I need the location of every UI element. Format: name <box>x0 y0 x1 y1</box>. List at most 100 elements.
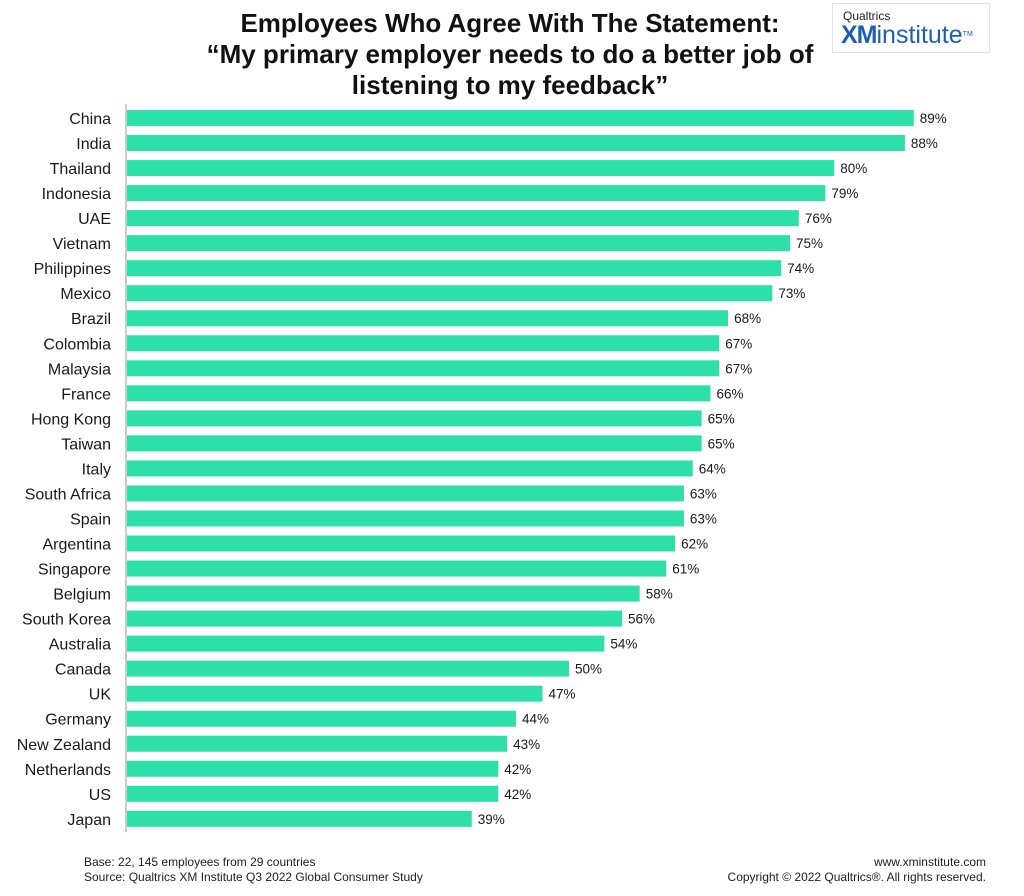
value-label: 54% <box>610 637 637 652</box>
category-label: US <box>89 787 111 804</box>
value-label: 65% <box>708 436 735 451</box>
value-label: 50% <box>575 662 602 677</box>
category-label: Argentina <box>43 537 112 554</box>
category-label: Hong Kong <box>31 411 111 428</box>
category-label: UAE <box>78 211 111 228</box>
bar <box>127 510 684 527</box>
footer-base: Base: 22, 145 employees from 29 countrie… <box>84 855 316 869</box>
category-label: South Africa <box>25 486 111 503</box>
logo-institute: institute <box>876 21 963 49</box>
footer-site: www.xminstitute.com <box>873 855 986 869</box>
bar <box>127 160 835 177</box>
value-label: 42% <box>504 762 531 777</box>
bar <box>127 185 826 202</box>
bar <box>127 385 711 402</box>
category-label: Philippines <box>34 261 111 278</box>
bar <box>127 435 702 452</box>
bar <box>127 360 720 377</box>
bar <box>127 410 702 427</box>
bar-chart: China 89% India 88% Thailand 80% Indonesia 79% U… <box>17 104 947 832</box>
value-label: 75% <box>796 236 823 251</box>
value-label: 43% <box>513 737 540 752</box>
category-label: India <box>76 136 111 153</box>
bar <box>127 585 640 602</box>
category-label: UK <box>89 687 112 704</box>
title-line-3: listening to my feedback” <box>351 70 669 100</box>
value-label: 56% <box>628 612 655 627</box>
value-label: 39% <box>478 812 505 827</box>
value-label: 58% <box>646 587 673 602</box>
value-label: 88% <box>911 136 938 151</box>
bar <box>127 760 499 777</box>
category-label: Germany <box>45 712 111 729</box>
value-label: 67% <box>725 361 752 376</box>
bar <box>127 535 676 552</box>
value-label: 42% <box>504 787 531 802</box>
category-label: Thailand <box>50 161 111 178</box>
bar <box>127 660 569 677</box>
bar <box>127 235 790 252</box>
bar <box>127 810 472 827</box>
category-label: Colombia <box>43 336 111 353</box>
bar <box>127 560 667 577</box>
bar <box>127 260 782 277</box>
logo-tm: TM <box>962 31 973 38</box>
bar <box>127 310 729 327</box>
bar <box>127 210 799 227</box>
value-label: 65% <box>708 411 735 426</box>
bar <box>127 135 905 152</box>
category-label: Japan <box>67 812 111 829</box>
category-label: Canada <box>55 662 111 679</box>
footer-source: Source: Qualtrics XM Institute Q3 2022 G… <box>84 870 423 884</box>
chart-title: Employees Who Agree With The Statement: … <box>130 8 890 101</box>
category-label: Taiwan <box>61 436 111 453</box>
category-label: Italy <box>82 461 111 478</box>
value-label: 44% <box>522 712 549 727</box>
bar <box>127 110 914 126</box>
bar <box>127 460 693 477</box>
value-label: 64% <box>699 461 726 476</box>
category-label: South Korea <box>22 612 111 629</box>
category-label: Singapore <box>38 562 111 579</box>
bar <box>127 785 499 802</box>
qualtrics-xm-institute-logo: Qualtrics XMinstituteTM <box>832 3 990 53</box>
value-label: 79% <box>831 186 858 201</box>
value-label: 89% <box>920 111 947 126</box>
title-line-2: “My primary employer needs to do a bette… <box>206 39 814 69</box>
footer-notes: Base: 22, 145 employees from 29 countrie… <box>84 855 423 885</box>
bar <box>127 335 720 352</box>
category-label: Belgium <box>53 587 111 604</box>
category-label: Indonesia <box>42 186 111 203</box>
title-line-1: Employees Who Agree With The Statement: <box>240 8 780 38</box>
category-label: Malaysia <box>48 361 111 378</box>
category-label: Mexico <box>60 286 111 303</box>
bar <box>127 735 508 752</box>
value-label: 73% <box>778 286 805 301</box>
value-label: 63% <box>690 511 717 526</box>
bar <box>127 710 516 727</box>
logo-xm: XM <box>841 21 877 49</box>
value-label: 62% <box>681 537 708 552</box>
bar <box>127 685 543 702</box>
footer-copyright: Copyright © 2022 Qualtrics®. All rights … <box>727 870 986 884</box>
value-label: 47% <box>548 687 575 702</box>
value-label: 68% <box>734 311 761 326</box>
value-label: 80% <box>840 161 867 176</box>
category-label: Spain <box>70 511 111 528</box>
value-label: 67% <box>725 336 752 351</box>
value-label: 76% <box>805 211 832 226</box>
value-label: 61% <box>672 562 699 577</box>
category-label: New Zealand <box>17 737 111 754</box>
bar <box>127 285 773 302</box>
footer-copyright-block: www.xminstitute.com Copyright © 2022 Qua… <box>728 855 986 885</box>
value-label: 66% <box>716 386 743 401</box>
category-label: China <box>69 111 111 128</box>
bar <box>127 635 605 652</box>
category-label: Australia <box>49 637 111 654</box>
category-label: Brazil <box>71 311 111 328</box>
value-label: 74% <box>787 261 814 276</box>
category-label: Netherlands <box>25 762 111 779</box>
logo-brand: Qualtrics <box>843 9 891 23</box>
category-label: France <box>61 386 111 403</box>
logo-wordmark: XMinstituteTM <box>841 20 973 50</box>
